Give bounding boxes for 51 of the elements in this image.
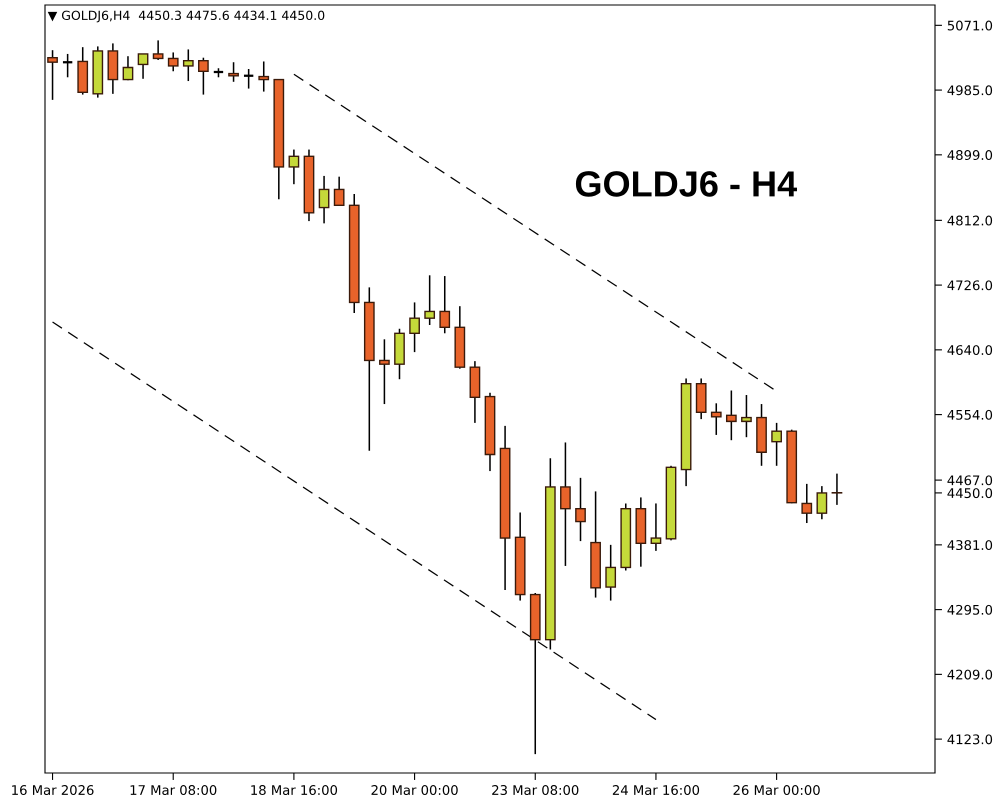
x-tick-label: 24 Mar 16:00 <box>612 785 700 796</box>
y-tick-label: 5071.0 <box>948 20 992 31</box>
candlestick <box>182 48 194 82</box>
y-tick-label: 4985.0 <box>947 85 992 96</box>
candlestick <box>228 61 239 83</box>
candlestick <box>334 176 345 206</box>
y-tick-label: 4295.0 <box>947 604 992 615</box>
y-tick-label: 4726.0 <box>947 280 992 290</box>
candlestick <box>816 485 828 520</box>
candlestick <box>424 274 436 326</box>
x-tick-label: 23 Mar 08:00 <box>492 785 578 796</box>
x-tick-label: 16 Mar 2026 <box>12 785 94 796</box>
candlestick <box>62 53 74 78</box>
y-tick-label: 4554.0 <box>947 410 992 420</box>
candlestick <box>605 544 616 602</box>
candlestick <box>242 68 254 90</box>
candlestick <box>726 390 737 441</box>
y-tick-label: 4899.0 <box>947 150 992 160</box>
x-tick-label: 18 Mar 16:00 <box>251 785 338 796</box>
candlestick <box>801 483 812 524</box>
y-tick-label: 4381.0 <box>947 540 992 550</box>
candlestick <box>560 442 571 567</box>
candlestick <box>168 52 179 72</box>
y-tick-label: 4209.0 <box>947 670 992 680</box>
candlestick <box>318 175 330 224</box>
x-tick-label: 17 Mar 08:00 <box>130 785 216 796</box>
y-tick-label: 4450.0 <box>947 488 992 498</box>
candlestick <box>710 402 722 436</box>
x-tick-label: 20 Mar 00:00 <box>371 785 458 796</box>
candlestick <box>212 67 224 78</box>
y-tick-label: 4812.0 <box>947 216 992 226</box>
candlestick <box>288 148 300 185</box>
x-tick-label: 26 Mar 00:00 <box>734 785 820 796</box>
candlestick <box>832 472 842 506</box>
candlestick <box>741 394 752 438</box>
candlestick <box>152 40 164 61</box>
chart-subtitle: ▼ GOLDJ6,H4 4450.3 4475.6 4434.1 4450.0 <box>48 10 324 22</box>
y-tick-label: 4467.0 <box>947 475 992 486</box>
candlestick <box>575 477 586 542</box>
y-tick-label: 4123.0 <box>947 734 992 744</box>
candlestick <box>198 56 209 96</box>
y-tick-label: 4640.0 <box>947 345 992 356</box>
text: GOLDJ6 - H4 <box>576 171 797 197</box>
candlestick <box>379 338 390 405</box>
candlestick <box>439 275 450 334</box>
candlestick <box>409 302 420 353</box>
candlestick <box>258 60 270 92</box>
candlestick <box>650 502 662 552</box>
candlestick <box>771 422 782 467</box>
candlestick <box>138 53 148 80</box>
candlestick <box>122 55 134 82</box>
